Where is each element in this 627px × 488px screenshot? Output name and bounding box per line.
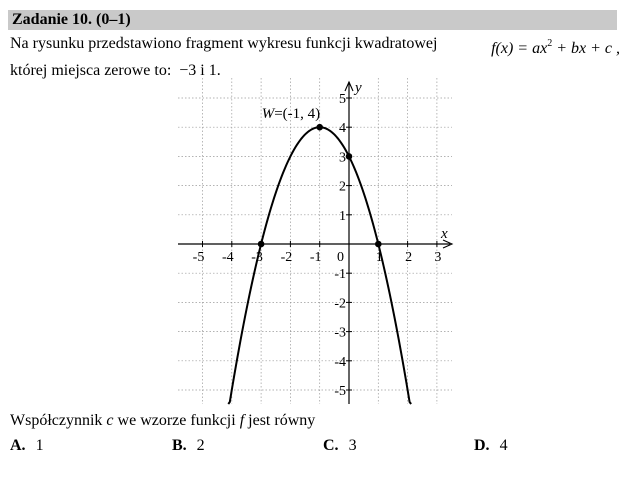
y-tick-label: -5 — [334, 384, 346, 399]
x-tick-label: 1 — [376, 250, 383, 265]
answer-c[interactable]: C. 3 — [323, 437, 357, 455]
x-tick-label: 0 — [337, 250, 344, 265]
y-tick-label: 5 — [339, 92, 346, 107]
x-tick-label: -4 — [222, 250, 234, 265]
y-tick-label: -4 — [334, 355, 346, 370]
formula-lhs: f(x) = ax — [491, 40, 548, 57]
problem-line-1: Na rysunku przedstawiono fragment wykres… — [10, 33, 620, 60]
answer-a[interactable]: A. 1 — [10, 437, 44, 455]
problem-line-2: której miejsca zerowe to: −3 i 1. — [10, 60, 620, 82]
x-axis-arrow — [442, 239, 454, 249]
answer-b-value: 2 — [196, 437, 205, 454]
y-axis-arrow — [344, 80, 354, 92]
problem-statement: Na rysunku przedstawiono fragment wykres… — [10, 33, 620, 82]
vertex-coords: =(-1, 4) — [274, 106, 320, 122]
task-header: Zadanie 10. (0–1) — [8, 10, 617, 30]
task-title: Zadanie 10. (0–1) — [12, 11, 131, 28]
question-part-3: jest równy — [244, 412, 316, 429]
y-tick-label: -2 — [334, 296, 346, 311]
formula-exponent: 2 — [547, 38, 553, 49]
answer-a-value: 1 — [35, 437, 44, 454]
variable-c: c — [106, 412, 114, 429]
answer-c-letter: C. — [323, 437, 339, 454]
x-tick-label: -5 — [193, 250, 205, 265]
y-tick-label: -3 — [334, 326, 346, 341]
answer-a-letter: A. — [10, 437, 26, 454]
answer-b[interactable]: B. 2 — [172, 437, 205, 455]
formula-rhs: + bx + c , — [552, 40, 620, 57]
vertex-letter: W — [262, 106, 276, 122]
y-axis-label: y — [353, 80, 362, 96]
roots-text: −3 i 1. — [179, 62, 221, 79]
function-formula: f(x) = ax2 + bx + c , — [491, 33, 620, 60]
answer-d-letter: D. — [474, 437, 490, 454]
question-part-2: we wzorze funkcji — [113, 412, 240, 429]
answer-c-value: 3 — [348, 437, 357, 454]
answer-b-letter: B. — [172, 437, 187, 454]
x-tick-label: -2 — [281, 250, 293, 265]
question-part-1: Współczynnik — [10, 412, 107, 429]
x-tick-label: -1 — [310, 250, 322, 265]
graph-point — [316, 123, 323, 131]
x-tick-label: 3 — [434, 250, 441, 265]
variable-f: f — [239, 412, 245, 429]
x-axis-label: x — [440, 226, 448, 242]
y-tick-label: 1 — [339, 209, 346, 224]
y-tick-label: 4 — [339, 121, 346, 136]
y-tick-label: 3 — [339, 150, 346, 165]
question-text: Współczynnik c we wzorze funkcji f jest … — [10, 412, 315, 430]
y-tick-label: 2 — [339, 180, 346, 195]
graph-point — [257, 240, 265, 248]
graph-point — [345, 153, 353, 160]
answer-d-value: 4 — [499, 437, 508, 454]
problem-text-2: której miejsca zerowe to: — [10, 62, 172, 79]
graph-point — [375, 240, 382, 248]
answer-d[interactable]: D. 4 — [474, 437, 508, 455]
x-tick-label: 2 — [405, 250, 412, 265]
parabola-graph: x y -5 -4 -3 -2 -1 0 1 2 3 5 4 3 2 1 -1 -2 -3 -4 -5 W=(-1, 4) — [176, 78, 456, 406]
y-tick-label: -1 — [334, 267, 346, 282]
problem-text-1: Na rysunku przedstawiono fragment wykres… — [10, 35, 438, 52]
vertex-annotation: W=(-1, 4) — [262, 106, 320, 122]
